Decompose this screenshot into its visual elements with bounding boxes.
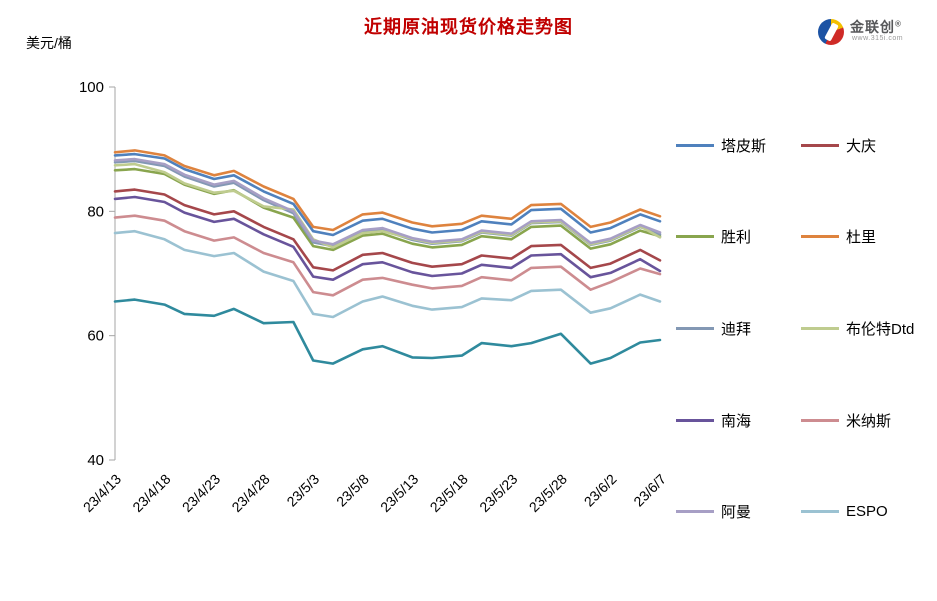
legend-swatch-ESPO — [801, 510, 839, 514]
jlc-logo-url: www.315i.com — [852, 35, 904, 42]
x-tick-label: 23/5/8 — [333, 471, 372, 510]
x-tick-label: 23/4/18 — [129, 471, 173, 515]
legend-item-布伦特Dtd: 布伦特Dtd — [801, 318, 914, 338]
y-axis-unit-label: 美元/桶 — [26, 35, 72, 51]
x-tick-label: 23/5/3 — [283, 471, 322, 510]
legend-item-ESPO: ESPO — [801, 502, 888, 522]
series-line-杜里 — [113, 149, 662, 232]
series-line-阿曼 — [113, 157, 662, 246]
legend-label: 阿曼 — [721, 504, 752, 522]
y-tick-label: 40 — [87, 452, 104, 469]
x-tick-label: 23/4/28 — [228, 471, 272, 515]
x-tick-label: 23/5/13 — [377, 471, 421, 515]
legend-item-大庆: 大庆 — [801, 135, 876, 155]
x-tick-label: 23/6/7 — [630, 471, 669, 510]
series-line-大庆 — [113, 188, 662, 272]
legend-label: 塔皮斯 — [721, 137, 767, 155]
legend-swatch-塔皮斯 — [676, 143, 714, 147]
jlc-logo-brand: 金联创® — [850, 19, 902, 35]
legend-item-阿曼: 阿曼 — [676, 502, 751, 522]
x-tick-label: 23/5/28 — [526, 471, 570, 515]
y-tick-label: 60 — [87, 328, 104, 345]
series-line-unlabeled — [113, 298, 662, 365]
y-tick-label: 80 — [87, 203, 104, 220]
chart-legend: 塔皮斯 大庆胜利 杜里迪拜 布伦特Dtd 南海 米纳斯阿曼 ESPO — [676, 135, 934, 535]
x-tick-label: 23/5/18 — [427, 471, 471, 515]
legend-swatch-杜里 — [801, 235, 839, 239]
legend-label: 布伦特Dtd — [846, 320, 915, 338]
legend-label: 南海 — [721, 412, 752, 430]
legend-label: 迪拜 — [721, 320, 752, 338]
series-line-南海 — [113, 195, 662, 282]
legend-swatch-布伦特Dtd — [801, 326, 839, 330]
x-tick-label: 23/5/23 — [476, 471, 520, 515]
jlc-logo-icon — [818, 19, 844, 45]
legend-item-杜里: 杜里 — [801, 227, 876, 247]
series-line-ESPO — [113, 229, 662, 319]
legend-item-胜利: 胜利 — [676, 227, 751, 247]
legend-swatch-迪拜 — [676, 326, 714, 330]
jlc-logo: 金联创® www.315i.com — [818, 16, 933, 52]
x-tick-label: 23/6/2 — [581, 471, 620, 510]
legend-item-南海: 南海 — [676, 410, 751, 430]
y-tick-label: 100 — [79, 79, 104, 96]
legend-label: 胜利 — [721, 229, 752, 247]
legend-item-塔皮斯: 塔皮斯 — [676, 135, 766, 155]
legend-swatch-阿曼 — [676, 510, 714, 514]
legend-swatch-胜利 — [676, 235, 714, 239]
legend-label: 大庆 — [846, 137, 877, 155]
legend-label: 米纳斯 — [846, 412, 892, 430]
legend-label: ESPO — [846, 503, 888, 521]
x-tick-label: 23/4/13 — [80, 471, 124, 515]
series-line-塔皮斯 — [113, 152, 662, 237]
page-title: 近期原油现货价格走势图 — [364, 17, 573, 37]
legend-swatch-大庆 — [801, 143, 839, 147]
legend-swatch-南海 — [676, 418, 714, 422]
legend-label: 杜里 — [846, 229, 877, 247]
series-line-米纳斯 — [113, 214, 662, 297]
x-tick-label: 23/4/23 — [179, 471, 223, 515]
legend-item-米纳斯: 米纳斯 — [801, 410, 891, 430]
registered-mark: ® — [895, 19, 902, 29]
legend-swatch-米纳斯 — [801, 418, 839, 422]
legend-item-迪拜: 迪拜 — [676, 318, 751, 338]
